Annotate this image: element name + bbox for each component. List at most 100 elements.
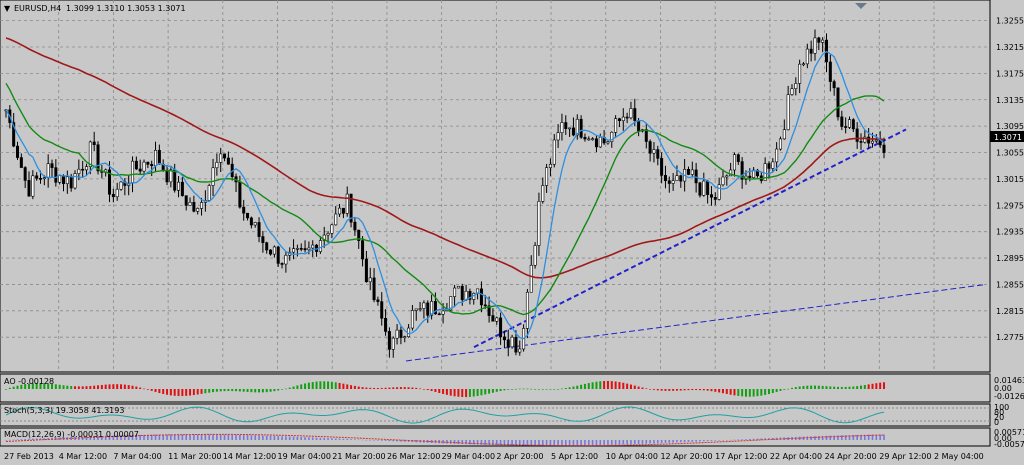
ao-bar bbox=[342, 383, 345, 389]
candle-body bbox=[679, 175, 683, 182]
candle-body bbox=[660, 158, 664, 176]
candle-body bbox=[794, 83, 798, 89]
candle-body bbox=[31, 175, 35, 197]
macd-bar bbox=[242, 435, 245, 440]
candle-body bbox=[265, 242, 269, 251]
ao-bar bbox=[177, 389, 180, 397]
candle-body bbox=[165, 169, 169, 183]
ao-bar bbox=[813, 385, 816, 389]
macd-bar bbox=[676, 440, 678, 443]
ao-bar bbox=[112, 384, 115, 389]
macd-bar bbox=[296, 436, 299, 440]
macd-bar bbox=[246, 435, 249, 440]
ao-bar bbox=[281, 389, 284, 390]
macd-bar bbox=[871, 434, 874, 440]
shift-marker-icon[interactable] bbox=[855, 3, 867, 9]
ao-panel[interactable] bbox=[0, 373, 991, 403]
candle-body bbox=[376, 299, 380, 302]
candle-body bbox=[307, 247, 311, 251]
macd-bar bbox=[288, 436, 291, 440]
ao-bar bbox=[304, 383, 307, 389]
candle-body bbox=[491, 315, 495, 322]
ma-fast-line bbox=[5, 50, 885, 340]
macd-bar bbox=[557, 440, 559, 446]
macd-bar bbox=[883, 434, 885, 440]
candle-body bbox=[663, 175, 667, 182]
candle-body bbox=[426, 302, 430, 316]
macd-bar bbox=[741, 439, 743, 440]
macd-bar bbox=[396, 440, 398, 442]
macd-bar bbox=[626, 440, 628, 445]
macd-bar bbox=[143, 434, 145, 440]
time-tick-label: 2 May 04:00 bbox=[934, 452, 984, 461]
candle-body bbox=[506, 339, 510, 348]
macd-panel[interactable] bbox=[0, 427, 991, 447]
macd-bar bbox=[380, 440, 383, 441]
price-tick-label: 1.3215 bbox=[996, 43, 1024, 52]
ao-bar bbox=[181, 389, 184, 397]
ao-bar bbox=[572, 386, 575, 389]
candle-body bbox=[479, 288, 483, 306]
symbol-header: EURUSD,H4 bbox=[14, 4, 61, 13]
macd-bar bbox=[641, 440, 644, 444]
macd-bar bbox=[285, 436, 287, 440]
ao-bar bbox=[70, 386, 73, 389]
macd-bar bbox=[377, 440, 379, 441]
ao-bar bbox=[817, 385, 820, 389]
candle-body bbox=[372, 277, 376, 301]
time-tick-label: 12 Apr 20:00 bbox=[660, 452, 712, 461]
ao-bar bbox=[564, 388, 567, 389]
macd-bar bbox=[327, 438, 329, 440]
macd-bar bbox=[580, 440, 582, 446]
candle-body bbox=[675, 175, 679, 182]
ao-bar bbox=[476, 389, 479, 396]
trendlines[interactable] bbox=[405, 128, 987, 362]
candle-body bbox=[226, 157, 230, 165]
trendline-secondary[interactable] bbox=[405, 283, 987, 362]
macd-bar bbox=[93, 436, 95, 440]
price-panel[interactable] bbox=[0, 0, 991, 373]
ao-bar bbox=[246, 389, 249, 392]
candle-body bbox=[430, 301, 434, 316]
candle-body bbox=[648, 141, 652, 154]
macd-bar bbox=[488, 440, 490, 445]
ao-bar bbox=[327, 381, 330, 389]
macd-bar bbox=[212, 434, 214, 440]
ao-bar bbox=[292, 386, 295, 389]
time-tick-label: 21 Mar 20:00 bbox=[332, 452, 385, 461]
ao-histogram bbox=[5, 380, 885, 398]
macd-bar bbox=[772, 437, 774, 440]
ao-bar bbox=[526, 388, 529, 390]
ao-bar bbox=[706, 389, 709, 391]
candle-body bbox=[65, 176, 69, 184]
macd-bar bbox=[16, 439, 19, 440]
candle-body bbox=[169, 169, 173, 183]
candle-body bbox=[449, 296, 453, 311]
ao-bar bbox=[840, 386, 843, 389]
ao-bar bbox=[323, 381, 326, 389]
ao-bar bbox=[5, 389, 7, 390]
ao-bar bbox=[752, 389, 755, 397]
time-tick-label: 4 Mar 12:00 bbox=[59, 452, 107, 461]
candle-body bbox=[456, 285, 460, 289]
macd-bar bbox=[664, 440, 667, 443]
candle-body bbox=[27, 180, 31, 197]
macd-bar bbox=[699, 440, 701, 442]
candle-body bbox=[58, 175, 62, 183]
candle-body bbox=[817, 37, 821, 43]
time-tick-label: 7 Mar 04:00 bbox=[113, 452, 161, 461]
menu-arrow-icon[interactable]: ▼ bbox=[4, 4, 11, 13]
macd-label: MACD(12,26,9) -0.00031 0.00007 bbox=[4, 430, 139, 439]
macd-bar bbox=[43, 438, 46, 440]
trendline-main[interactable] bbox=[473, 128, 907, 348]
macd-bar bbox=[200, 434, 203, 440]
stoch-label: Stoch(5,3,3) 19.3058 41.3193 bbox=[4, 406, 124, 415]
candle-body bbox=[19, 157, 23, 168]
macd-bar bbox=[415, 440, 418, 443]
macd-bar bbox=[476, 440, 479, 445]
candle-body bbox=[552, 139, 556, 165]
macd-bar bbox=[633, 440, 636, 445]
macd-bar bbox=[158, 434, 161, 440]
